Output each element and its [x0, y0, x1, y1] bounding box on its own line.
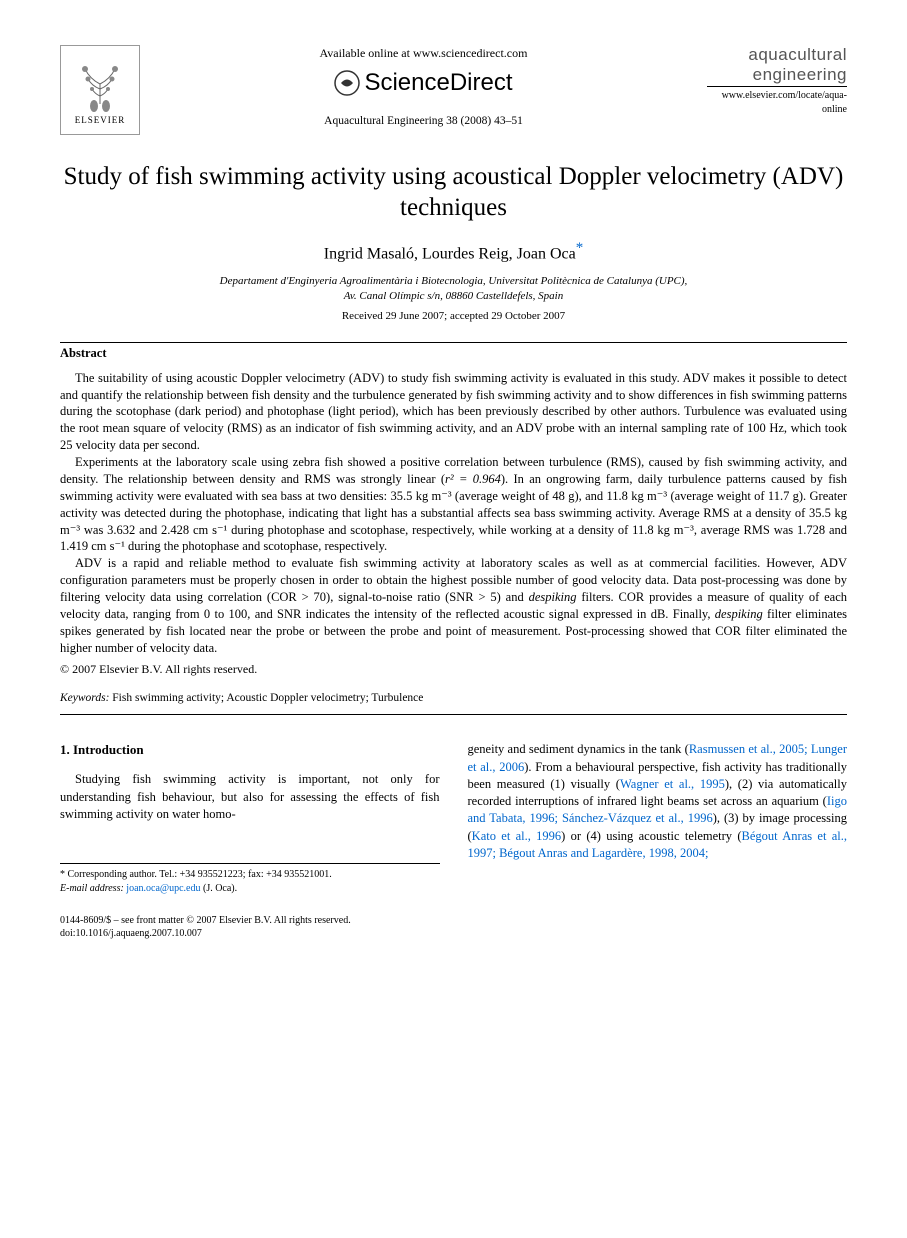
journal-name-line1: aquacultural: [707, 45, 847, 65]
affiliation-line2: Av. Canal Olímpic s/n, 08860 Castelldefe…: [60, 289, 847, 303]
copyright-line: © 2007 Elsevier B.V. All rights reserved…: [60, 661, 847, 677]
section-1-heading: 1. Introduction: [60, 741, 440, 759]
r-squared: r² = 0.964: [445, 472, 501, 486]
authors-line: Ingrid Masaló, Lourdes Reig, Joan Oca*: [60, 238, 847, 265]
keywords-line: Keywords: Fish swimming activity; Acoust…: [60, 691, 847, 707]
center-header: Available online at www.sciencedirect.co…: [140, 45, 707, 129]
abstract-p3: ADV is a rapid and reliable method to ev…: [60, 555, 847, 656]
footer-block: 0144-8609/$ – see front matter © 2007 El…: [60, 914, 847, 940]
sciencedirect-text: ScienceDirect: [364, 67, 512, 99]
sciencedirect-icon: [334, 70, 360, 96]
affiliation: Departament d'Enginyeria Agroalimentària…: [60, 274, 847, 303]
journal-name-line2: engineering: [707, 65, 847, 85]
article-title: Study of fish swimming activity using ac…: [60, 161, 847, 224]
authors-names: Ingrid Masaló, Lourdes Reig, Joan Oca: [324, 245, 576, 262]
footer-doi: doi:10.1016/j.aquaeng.2007.10.007: [60, 927, 847, 940]
column-right: geneity and sediment dynamics in the tan…: [468, 741, 848, 895]
ref-kato[interactable]: Kato et al., 1996: [472, 829, 562, 843]
intro-col2: geneity and sediment dynamics in the tan…: [468, 741, 848, 862]
sciencedirect-logo: ScienceDirect: [160, 67, 687, 99]
page-header: ELSEVIER Available online at www.science…: [60, 45, 847, 135]
elsevier-logo: ELSEVIER: [60, 45, 140, 135]
email-who: (J. Oca).: [200, 883, 237, 894]
available-online-text: Available online at www.sciencedirect.co…: [160, 45, 687, 61]
corresponding-mark: *: [576, 240, 584, 256]
abstract-p2: Experiments at the laboratory scale usin…: [60, 454, 847, 555]
ref-wagner[interactable]: Wagner et al., 1995: [620, 777, 725, 791]
affiliation-line1: Departament d'Enginyeria Agroalimentària…: [60, 274, 847, 288]
keywords-list: Fish swimming activity; Acoustic Doppler…: [109, 692, 423, 704]
column-left: 1. Introduction Studying fish swimming a…: [60, 741, 440, 895]
received-accepted-dates: Received 29 June 2007; accepted 29 Octob…: [60, 309, 847, 324]
footnote-email-line: E-mail address: joan.oca@upc.edu (J. Oca…: [60, 882, 440, 896]
intro-p1: Studying fish swimming activity is impor…: [60, 771, 440, 823]
email-label: E-mail address:: [60, 883, 124, 894]
footer-front-matter: 0144-8609/$ – see front matter © 2007 El…: [60, 914, 847, 927]
footnote-corr: * Corresponding author. Tel.: +34 935521…: [60, 868, 440, 882]
abstract-p1: The suitability of using acoustic Dopple…: [60, 370, 847, 454]
citation-text: Aquacultural Engineering 38 (2008) 43–51: [160, 114, 687, 130]
abstract-body: The suitability of using acoustic Dopple…: [60, 370, 847, 657]
elsevier-tree-icon: [70, 54, 130, 114]
abstract-heading: Abstract: [60, 345, 847, 362]
elsevier-name: ELSEVIER: [75, 114, 126, 126]
journal-url: www.elsevier.com/locate/aqua-online: [707, 89, 847, 116]
corresponding-footnote: * Corresponding author. Tel.: +34 935521…: [60, 863, 440, 896]
keywords-label: Keywords:: [60, 692, 109, 704]
body-columns: 1. Introduction Studying fish swimming a…: [60, 741, 847, 895]
email-link[interactable]: joan.oca@upc.edu: [126, 883, 200, 894]
journal-title-block: aquacultural engineering www.elsevier.co…: [707, 45, 847, 116]
